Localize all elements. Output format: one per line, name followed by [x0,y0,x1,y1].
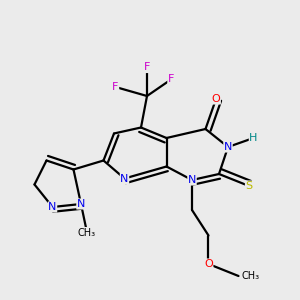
Text: O: O [204,259,213,269]
Text: F: F [168,74,174,85]
Text: O: O [212,94,220,104]
Text: CH₃: CH₃ [242,271,260,281]
Text: N: N [224,142,232,152]
Text: S: S [245,181,253,191]
Text: H: H [249,133,258,143]
Text: N: N [188,175,196,185]
Text: N: N [120,173,129,184]
Text: N: N [48,202,57,212]
Text: F: F [144,62,150,73]
Text: F: F [112,82,119,92]
Text: CH₃: CH₃ [78,227,96,238]
Text: N: N [77,199,85,209]
